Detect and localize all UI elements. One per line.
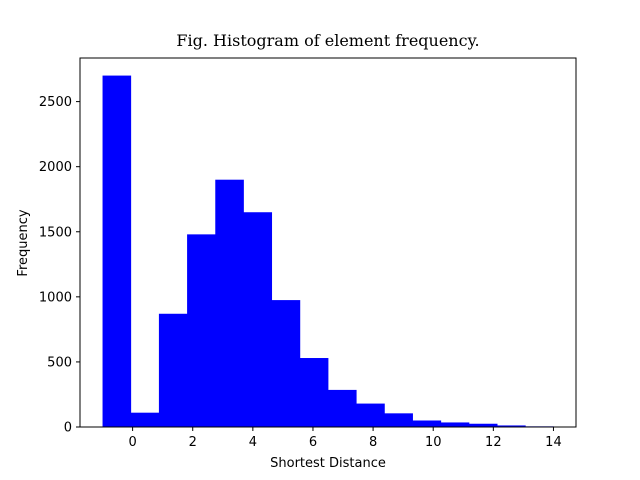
histogram-bar [497,425,526,427]
x-tick-label: 6 [309,435,317,450]
y-tick-label: 1000 [39,290,72,305]
histogram-bar [356,403,385,427]
x-tick-label: 0 [128,435,136,450]
histogram-bar [215,179,244,427]
histogram-bar [384,413,413,427]
histogram-bar [468,423,498,427]
histogram-bar [243,212,273,427]
y-axis-label: Frequency [16,209,31,276]
histogram-bar [440,422,470,427]
x-tick-label: 4 [249,435,257,450]
x-tick-label: 8 [369,435,377,450]
y-tick-label: 0 [64,421,72,436]
y-tick-label: 2000 [39,160,72,175]
histogram-bar [412,420,442,427]
histogram-bar [158,313,188,427]
histogram-bar [328,389,357,427]
chart-title: Fig. Histogram of element frequency. [176,31,479,50]
x-axis-ticks: 0 2 4 6 8 10 12 14 [128,427,562,450]
plot-area-frame [79,57,577,428]
histogram-bar [102,75,132,428]
x-tick-label: 10 [425,435,442,450]
histogram-bar [299,358,329,427]
y-tick-label: 2500 [39,95,72,110]
x-tick-label: 2 [189,435,197,450]
histogram-bar [271,300,301,427]
y-tick-label: 1500 [39,225,72,240]
histogram-bar [187,234,216,427]
x-tick-label: 14 [545,435,562,450]
histogram-bar [130,412,160,427]
bars-group [102,75,554,428]
x-axis-label: Shortest Distance [270,456,386,471]
y-axis-ticks: 0 500 1000 1500 2000 2500 [39,95,80,436]
x-tick-label: 12 [485,435,502,450]
y-tick-label: 500 [47,355,72,370]
